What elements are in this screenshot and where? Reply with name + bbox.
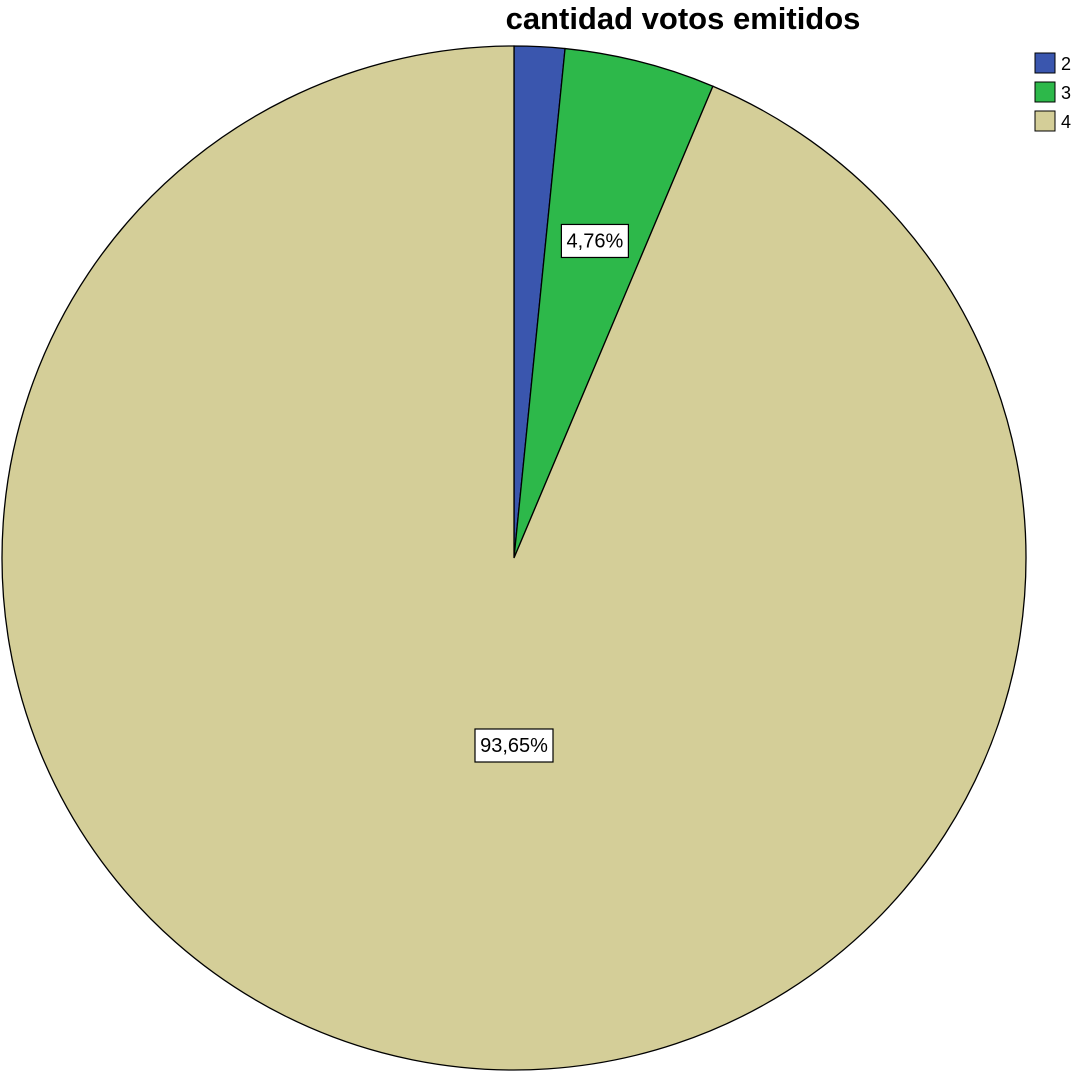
legend-swatch-4 bbox=[1034, 110, 1056, 132]
legend-label-2: 2 bbox=[1061, 54, 1071, 74]
pie-slices bbox=[1, 45, 1027, 1071]
data-label-3: 4,76% bbox=[560, 223, 629, 259]
data-label-4: 93,65% bbox=[474, 728, 554, 763]
legend-swatch-3 bbox=[1034, 81, 1056, 103]
data-label-text-3: 4,76% bbox=[567, 230, 624, 252]
data-label-text-4: 93,65% bbox=[480, 735, 548, 757]
pie-slice-3 bbox=[513, 47, 714, 559]
legend-item-3: 3 bbox=[1034, 81, 1071, 103]
legend-label-4: 4 bbox=[1061, 112, 1071, 132]
legend-item-2: 2 bbox=[1034, 52, 1071, 74]
pie-slice-4 bbox=[1, 45, 1027, 1071]
legend-item-4: 4 bbox=[1034, 110, 1071, 132]
legend-swatch-2 bbox=[1034, 52, 1056, 74]
chart-title: cantidad votos emitidos bbox=[505, 1, 861, 36]
data-label-box-3 bbox=[560, 223, 629, 259]
pie-data-labels: 4,76% 93,65% bbox=[474, 223, 629, 763]
data-label-box-4 bbox=[474, 728, 554, 763]
chart-legend: 2 3 4 bbox=[1034, 52, 1071, 132]
legend-label-3: 3 bbox=[1061, 83, 1071, 103]
